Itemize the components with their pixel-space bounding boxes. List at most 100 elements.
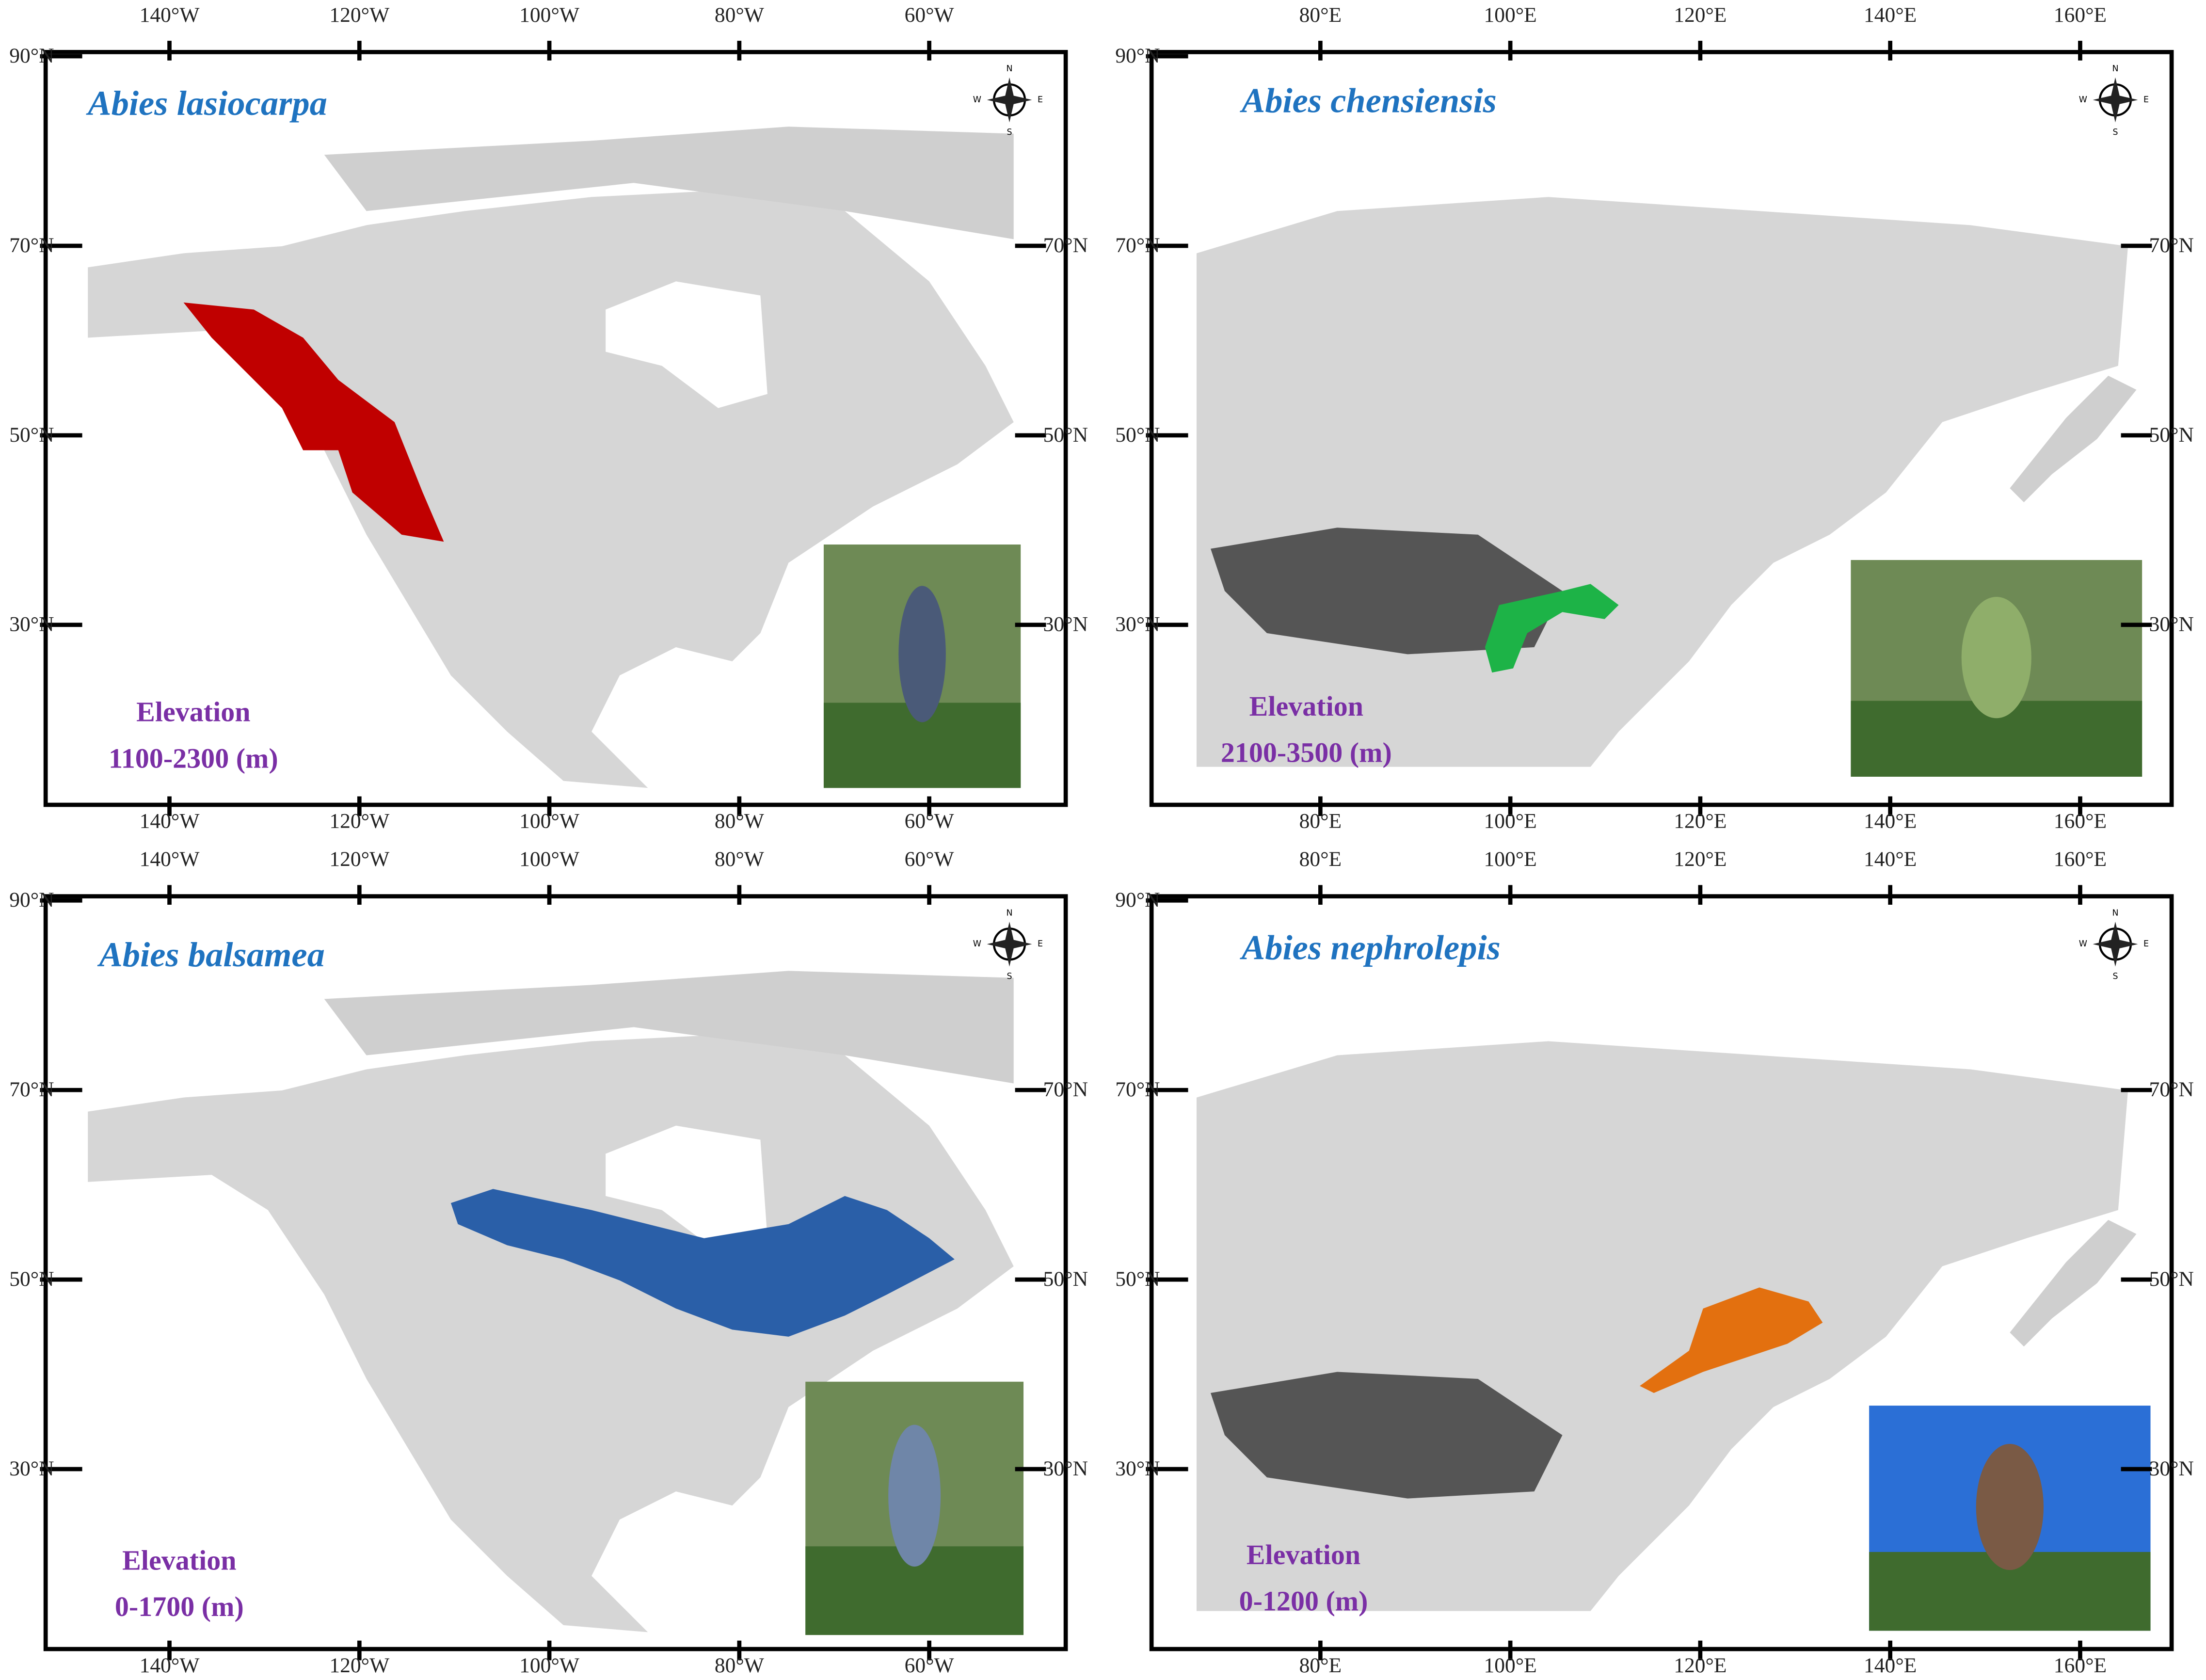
- compass-star: [987, 77, 1032, 123]
- compass-letter: W: [2079, 95, 2087, 105]
- lon-label: 100°W: [519, 848, 579, 871]
- lon-label: 140°W: [140, 3, 200, 27]
- lat-label: 70°N: [9, 1078, 54, 1101]
- lon-label: 140°W: [140, 810, 200, 833]
- compass-star: [2093, 921, 2138, 967]
- elevation-label: Elevation: [136, 696, 250, 728]
- lat-label: 70°N: [1115, 234, 1160, 257]
- lat-label: 30°N: [2149, 1457, 2194, 1480]
- species-range: [1640, 1287, 1823, 1393]
- water: [606, 281, 767, 408]
- species-range: [183, 302, 444, 542]
- lat-label: 50°N: [9, 423, 54, 447]
- lat-label: 30°N: [1115, 1457, 1160, 1480]
- elevation-range: 2100-3500 (m): [1221, 737, 1392, 768]
- lat-label: 90°N: [1115, 888, 1160, 912]
- lon-label: 80°E: [1299, 848, 1342, 871]
- elevation-range: 0-1700 (m): [115, 1591, 244, 1622]
- compass-letter: S: [1007, 972, 1012, 981]
- species-title: Abies nephrolepis: [1240, 928, 1501, 967]
- lon-label: 160°E: [2054, 848, 2107, 871]
- land: [324, 127, 1014, 240]
- species-title: Abies balsamea: [97, 935, 325, 974]
- lon-label: 140°E: [1864, 3, 1917, 27]
- species-title: Abies lasiocarpa: [86, 83, 327, 123]
- lat-label: 30°N: [2149, 613, 2194, 636]
- compass-letter: E: [1038, 95, 1043, 105]
- lat-label: 50°N: [1115, 423, 1160, 447]
- lon-label: 60°W: [905, 3, 954, 27]
- lon-label: 80°E: [1299, 1654, 1342, 1677]
- map-panel: Abies chensiensis Elevation 2100-3500 (m) 8…: [1115, 3, 2194, 833]
- elevation-label: Elevation: [1249, 690, 1363, 722]
- lat-label: 70°N: [9, 234, 54, 257]
- lat-label: 30°N: [1043, 613, 1088, 636]
- compass-letter: W: [973, 939, 981, 949]
- map-panel: Abies nephrolepis Elevation 0-1200 (m) 80°E…: [1115, 848, 2194, 1677]
- land: [324, 971, 1014, 1084]
- cone: [888, 1424, 941, 1567]
- lon-label: 140°W: [140, 1654, 200, 1677]
- lon-label: 160°E: [2054, 3, 2107, 27]
- compass-letter: S: [1007, 128, 1012, 137]
- compass-letter: E: [2143, 939, 2149, 949]
- lat-label: 90°N: [1115, 44, 1160, 67]
- lon-label: 120°E: [1674, 1654, 1726, 1677]
- lon-label: 80°W: [715, 1654, 764, 1677]
- lon-label: 80°W: [715, 848, 764, 871]
- lat-label: 90°N: [9, 888, 54, 912]
- map-frame: [43, 894, 1068, 1651]
- cone: [1976, 1444, 2044, 1570]
- lon-label: 160°E: [2054, 810, 2107, 833]
- compass-letter: S: [2112, 128, 2118, 137]
- species-range: [1485, 584, 1619, 673]
- lon-label: 60°W: [905, 810, 954, 833]
- land: [88, 190, 1014, 788]
- cone: [1961, 596, 2031, 719]
- lat-label: 30°N: [1043, 1457, 1088, 1480]
- lon-label: 120°W: [329, 848, 389, 871]
- compass-letter: E: [2143, 95, 2149, 105]
- lon-label: 120°W: [329, 1654, 389, 1677]
- elevation-label: Elevation: [1247, 1539, 1360, 1570]
- lon-label: 80°E: [1299, 810, 1342, 833]
- lat-label: 30°N: [9, 613, 54, 636]
- lon-label: 80°E: [1299, 3, 1342, 27]
- lon-label: 120°E: [1674, 3, 1726, 27]
- lat-label: 50°N: [1043, 423, 1088, 447]
- lon-label: 140°E: [1864, 1654, 1917, 1677]
- plateau: [1211, 528, 1563, 655]
- land: [2010, 1220, 2137, 1347]
- species-title: Abies chensiensis: [1240, 80, 1497, 120]
- compass-letter: N: [2112, 908, 2118, 918]
- compass-letter: W: [2079, 939, 2087, 949]
- compass-letter: S: [2112, 972, 2118, 981]
- lon-label: 120°W: [329, 3, 389, 27]
- lat-label: 70°N: [1043, 234, 1088, 257]
- map-panel: Abies lasiocarpa Elevation 1100-2300 (m) 14…: [9, 3, 1088, 833]
- lon-label: 100°E: [1484, 3, 1536, 27]
- lon-label: 100°E: [1484, 848, 1536, 871]
- lon-label: 80°W: [715, 3, 764, 27]
- cone: [898, 586, 946, 722]
- plateau: [1211, 1372, 1563, 1499]
- lon-label: 120°W: [329, 810, 389, 833]
- land: [2010, 375, 2137, 503]
- species-range: [450, 1189, 955, 1337]
- map-frame: [1149, 50, 2174, 807]
- water: [606, 1125, 767, 1252]
- lon-label: 100°W: [519, 810, 579, 833]
- lon-label: 100°W: [519, 1654, 579, 1677]
- compass-letter: E: [1038, 939, 1043, 949]
- map-frame: [1149, 894, 2174, 1651]
- lon-label: 120°E: [1674, 810, 1726, 833]
- lon-label: 120°E: [1674, 848, 1726, 871]
- lat-label: 70°N: [2149, 234, 2194, 257]
- compass-star: [2093, 77, 2138, 123]
- elevation-label: Elevation: [122, 1544, 236, 1576]
- lat-label: 70°N: [1043, 1078, 1088, 1101]
- elevation-range: 1100-2300 (m): [109, 742, 278, 774]
